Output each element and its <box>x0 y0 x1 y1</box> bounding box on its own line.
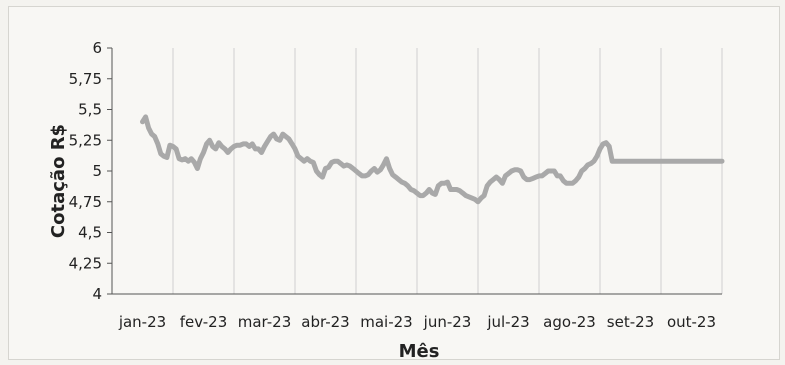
x-tick-label: mai-23 <box>360 313 412 331</box>
x-tick-label: jul-23 <box>486 313 529 331</box>
y-tick-labels: 4 4,25 4,5 4,75 5 5,25 5,5 5,75 6 <box>69 39 112 303</box>
y-tick-label: 4,5 <box>78 224 102 242</box>
x-tick-label: ago-23 <box>543 313 596 331</box>
x-tick-label: out-23 <box>667 313 716 331</box>
grid-lines <box>111 48 723 294</box>
y-tick-label: 6 <box>92 39 102 57</box>
y-tick-label: 4,25 <box>69 254 102 272</box>
x-tick-labels: jan-23 fev-23 mar-23 abr-23 mai-23 jun-23 jul-… <box>118 313 716 331</box>
x-tick-label: abr-23 <box>301 313 349 331</box>
x-tick-label: jan-23 <box>118 313 166 331</box>
x-tick-label: mar-23 <box>238 313 292 331</box>
x-tick-label: jun-23 <box>423 313 472 331</box>
y-axis-label: Cotação R$ <box>48 124 69 238</box>
y-tick-label: 4,75 <box>69 193 102 211</box>
x-axis-label: Mês <box>399 341 440 362</box>
y-tick-label: 5 <box>92 162 102 180</box>
y-tick-label: 5,25 <box>69 131 102 149</box>
series-line <box>140 114 725 205</box>
y-tick-label: 5,75 <box>69 70 102 88</box>
x-tick-label: fev-23 <box>180 313 227 331</box>
chart-frame <box>8 6 780 360</box>
y-tick-label: 5,5 <box>78 101 102 119</box>
x-tick-label: set-23 <box>607 313 654 331</box>
y-tick-label: 4 <box>92 285 102 303</box>
